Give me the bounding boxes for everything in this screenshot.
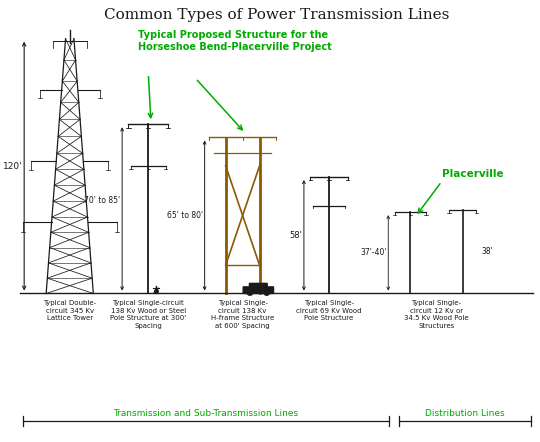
- Text: Transmission and Sub-Transmission Lines: Transmission and Sub-Transmission Lines: [113, 409, 299, 418]
- Text: Typical Single-circuit
138 Kv Wood or Steel
Pole Structure at 300'
Spacing: Typical Single-circuit 138 Kv Wood or St…: [110, 300, 186, 328]
- Circle shape: [264, 291, 269, 295]
- Text: 38': 38': [482, 247, 493, 256]
- FancyBboxPatch shape: [243, 287, 274, 293]
- Text: 58': 58': [289, 231, 302, 240]
- Text: Distribution Lines: Distribution Lines: [425, 409, 504, 418]
- Text: Typical Single-
circuit 69 Kv Wood
Pole Structure: Typical Single- circuit 69 Kv Wood Pole …: [296, 300, 362, 321]
- Text: Common Types of Power Transmission Lines: Common Types of Power Transmission Lines: [104, 8, 449, 22]
- Text: 120': 120': [3, 162, 23, 171]
- Text: Placerville: Placerville: [442, 168, 503, 179]
- FancyBboxPatch shape: [249, 283, 267, 289]
- Text: Typical Single-
circuit 138 Kv
H-frame Structure
at 600' Spacing: Typical Single- circuit 138 Kv H-frame S…: [211, 300, 274, 328]
- Text: Typical Single-
circuit 12 Kv or
34.5 Kv Wood Pole
Structures: Typical Single- circuit 12 Kv or 34.5 Kv…: [404, 300, 469, 328]
- Text: Typical Proposed Structure for the
Horseshoe Bend-Placerville Project: Typical Proposed Structure for the Horse…: [138, 30, 332, 52]
- Text: 65' to 80': 65' to 80': [167, 211, 203, 220]
- Text: Typical Double-
circuit 345 Kv
Lattice Tower: Typical Double- circuit 345 Kv Lattice T…: [43, 300, 96, 321]
- Text: 70' to 85': 70' to 85': [84, 196, 120, 205]
- Text: 37'-40': 37'-40': [360, 248, 387, 257]
- Circle shape: [247, 291, 253, 295]
